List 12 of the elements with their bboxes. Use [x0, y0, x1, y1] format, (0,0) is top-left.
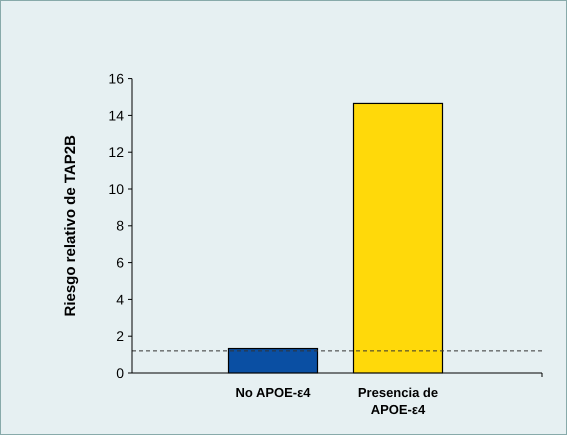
x-tick-label: No APOE-ε4: [235, 385, 312, 400]
y-tick-label: 4: [116, 291, 124, 308]
y-tick-label: 2: [116, 328, 124, 344]
y-tick-label: 12: [108, 144, 124, 160]
y-tick-label: 0: [116, 364, 124, 381]
y-axis-title: Riesgo relativo de TAP2B: [62, 134, 79, 317]
y-tick-label: 6: [116, 254, 124, 270]
y-tick-label: 16: [108, 70, 124, 86]
y-tick-label: 14: [108, 107, 124, 124]
y-tick-label: 10: [108, 180, 124, 197]
y-tick-label: 8: [116, 218, 124, 234]
x-tick-label: Presencia de APOE-ε4: [358, 385, 438, 417]
